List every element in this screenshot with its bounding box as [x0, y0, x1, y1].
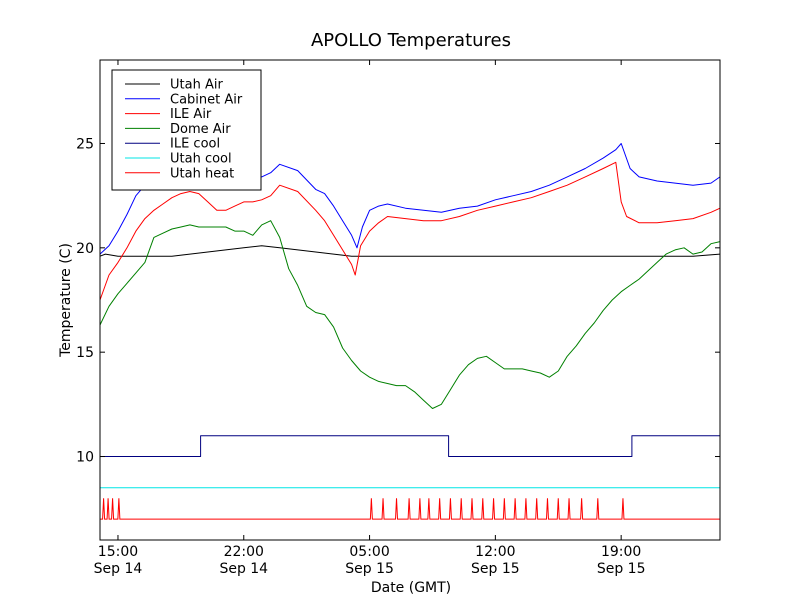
series-layer [99, 143, 721, 520]
x-tick-date-label: Sep 14 [94, 561, 143, 577]
x-tick-date-label: Sep 14 [219, 561, 268, 577]
legend-label: Utah heat [170, 166, 234, 181]
legend-item-utah-air: Utah Air [125, 78, 223, 93]
y-tick-label: 10 [76, 450, 94, 466]
x-tick-date-label: Sep 15 [345, 561, 394, 577]
y-tick-label: 25 [76, 136, 94, 152]
series-utah-air [99, 245, 721, 257]
chart-title: APOLLO Temperatures [311, 30, 511, 51]
series-ile-cool [100, 435, 720, 457]
x-tick-date-label: Sep 15 [471, 561, 520, 577]
legend-item-utah-cool: Utah cool [125, 152, 232, 167]
legend-item-dome-air: Dome Air [125, 122, 231, 137]
x-tick-time-label: 15:00 [98, 544, 138, 560]
x-tick-time-label: 19:00 [601, 544, 641, 560]
legend-label: ILE cool [170, 137, 220, 152]
x-tick-date-label: Sep 15 [597, 561, 646, 577]
y-tick-label: 15 [76, 345, 94, 361]
legend-item-cabinet-air: Cabinet Air [125, 92, 243, 107]
series-line-utah-air [99, 245, 721, 257]
series-utah-heat [100, 498, 720, 520]
series-line-ile-air [99, 161, 721, 301]
legend-label: Cabinet Air [170, 92, 243, 107]
legend-label: Utah Air [170, 78, 223, 93]
legend-item-ile-air: ILE Air [125, 107, 212, 122]
legend-label: Utah cool [170, 152, 232, 167]
legend-label: ILE Air [170, 107, 212, 122]
legend-item-ile-cool: ILE cool [125, 137, 220, 152]
x-tick-time-label: 22:00 [224, 544, 264, 560]
x-tick-time-label: 05:00 [349, 544, 389, 560]
legend-box [111, 69, 262, 191]
legend-item-utah-heat: Utah heat [125, 166, 234, 181]
series-line-ile-cool [100, 435, 720, 457]
series-dome-air [99, 220, 721, 409]
series-line-utah-heat [100, 498, 720, 520]
x-axis-label: Date (GMT) [371, 580, 451, 596]
legend-label: Dome Air [170, 122, 231, 137]
series-ile-air [99, 161, 721, 301]
plot-frame [99, 59, 721, 541]
series-line-dome-air [99, 220, 721, 409]
x-tick-time-label: 12:00 [475, 544, 515, 560]
y-tick-label: 20 [76, 241, 94, 257]
y-axis-label: Temperature (C) [58, 243, 74, 358]
